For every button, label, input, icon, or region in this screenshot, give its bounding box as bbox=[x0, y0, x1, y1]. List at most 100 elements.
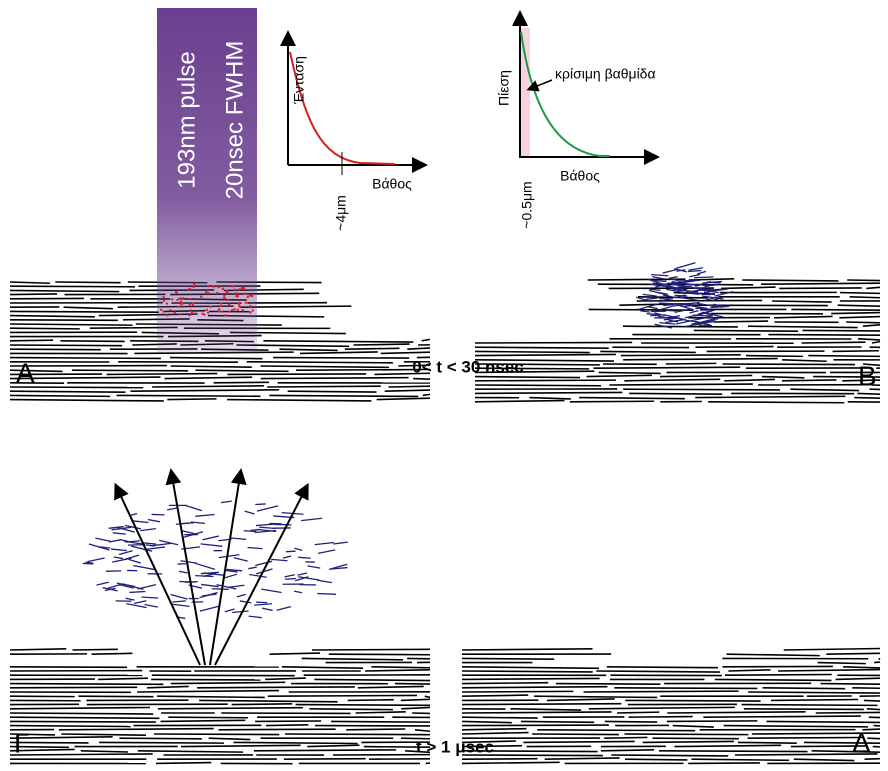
axis-label: Βάθος bbox=[372, 176, 412, 192]
fragment bbox=[640, 310, 651, 313]
layer-line bbox=[461, 731, 529, 735]
layer-line bbox=[281, 666, 364, 669]
fragment bbox=[243, 530, 257, 533]
dot bbox=[159, 308, 163, 312]
fragment bbox=[674, 294, 688, 297]
layer-line bbox=[363, 745, 431, 748]
layer-line bbox=[61, 733, 147, 737]
layer-line bbox=[871, 340, 881, 344]
fragment bbox=[697, 309, 715, 315]
layer-line bbox=[724, 673, 832, 676]
fragment bbox=[229, 537, 247, 540]
fragment bbox=[233, 557, 248, 562]
layer-line bbox=[461, 761, 560, 765]
layer-line bbox=[246, 361, 393, 364]
layer-line bbox=[878, 657, 881, 661]
layer-line bbox=[170, 365, 252, 368]
layer-line bbox=[652, 737, 739, 740]
fragment bbox=[200, 543, 223, 547]
layer-line bbox=[588, 706, 735, 710]
fragment bbox=[85, 561, 94, 564]
layer-line bbox=[804, 741, 881, 744]
axis-label: Βάθος bbox=[560, 168, 600, 184]
dot bbox=[174, 290, 178, 294]
fragment bbox=[693, 316, 711, 321]
fragment bbox=[95, 537, 111, 542]
dot bbox=[238, 305, 241, 308]
layer-line bbox=[260, 365, 390, 369]
layer-line bbox=[737, 741, 797, 744]
layer-line bbox=[790, 388, 860, 392]
dot bbox=[192, 285, 195, 289]
arrow bbox=[526, 79, 553, 92]
layer-line bbox=[231, 703, 293, 706]
layer-line bbox=[811, 750, 881, 753]
layer-line bbox=[636, 299, 763, 302]
layer-line bbox=[847, 279, 881, 282]
dot bbox=[190, 311, 194, 315]
layer-line bbox=[768, 333, 881, 336]
layer-line bbox=[98, 677, 148, 681]
layer-line bbox=[820, 682, 881, 685]
layer-line bbox=[474, 363, 600, 366]
fragment bbox=[170, 593, 188, 600]
layer-line bbox=[195, 369, 289, 373]
fragment bbox=[688, 267, 704, 271]
fragment bbox=[317, 549, 336, 554]
dot bbox=[207, 284, 210, 288]
layer-line bbox=[9, 339, 54, 342]
layer-line bbox=[265, 723, 309, 727]
layer-line bbox=[314, 678, 431, 682]
fragment bbox=[689, 309, 699, 314]
layer-line bbox=[157, 695, 265, 699]
layer-line bbox=[461, 702, 622, 706]
layer-line bbox=[747, 325, 858, 329]
layer-line bbox=[421, 338, 431, 342]
fragment bbox=[133, 564, 155, 571]
intensity-curve bbox=[289, 51, 396, 165]
layer-line bbox=[398, 364, 431, 367]
pulse-text: 193nm pulse bbox=[173, 51, 200, 188]
layer-line bbox=[537, 729, 696, 732]
layer-line bbox=[269, 394, 419, 398]
fragment bbox=[180, 560, 197, 564]
dot bbox=[217, 308, 221, 311]
layer-line bbox=[642, 740, 734, 744]
layer-line bbox=[91, 652, 133, 655]
fragment bbox=[194, 562, 216, 571]
layer-line bbox=[60, 340, 125, 343]
layer-line bbox=[609, 383, 753, 386]
fragment bbox=[236, 593, 246, 598]
fragment bbox=[112, 532, 126, 535]
fragment bbox=[704, 284, 714, 288]
layer-line bbox=[155, 761, 212, 765]
dot bbox=[232, 284, 235, 288]
dot bbox=[217, 285, 220, 289]
fragment bbox=[96, 581, 110, 586]
fragment bbox=[200, 571, 219, 575]
dot bbox=[216, 291, 219, 295]
layer-line bbox=[9, 648, 67, 651]
layer-line bbox=[813, 375, 881, 378]
layer-line bbox=[371, 666, 431, 669]
layer-line bbox=[534, 695, 658, 699]
layer-line bbox=[474, 346, 609, 350]
layer-line bbox=[741, 703, 878, 707]
layer-line bbox=[461, 694, 529, 697]
dot bbox=[181, 297, 185, 300]
dot bbox=[217, 309, 221, 313]
layer-line bbox=[279, 348, 338, 352]
layer-line bbox=[839, 315, 881, 319]
dot bbox=[235, 294, 239, 298]
layer-line bbox=[119, 737, 202, 740]
layer-line bbox=[862, 363, 881, 367]
time-label: t > 1 μsec bbox=[416, 737, 494, 756]
layer-line bbox=[296, 368, 431, 372]
layer-line bbox=[693, 329, 798, 333]
dot bbox=[191, 301, 195, 305]
layer-line bbox=[862, 324, 881, 327]
fragment bbox=[704, 296, 720, 302]
dot bbox=[201, 312, 204, 315]
layer-line bbox=[510, 708, 582, 711]
